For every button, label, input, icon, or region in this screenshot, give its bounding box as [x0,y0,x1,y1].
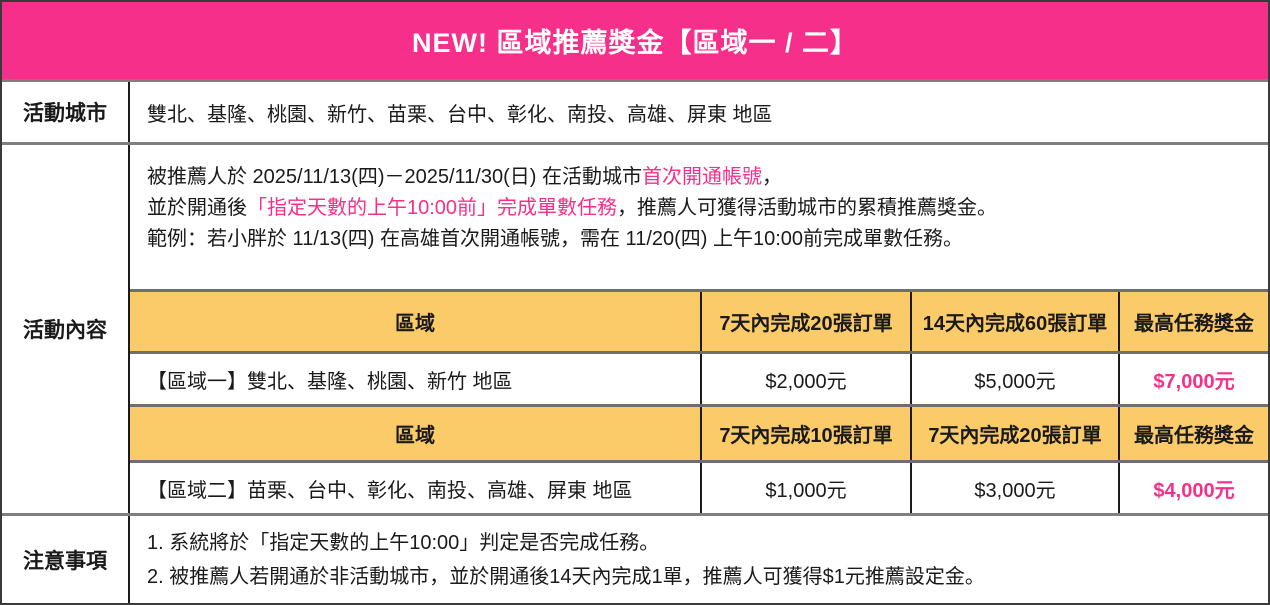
row-label-notes: 注意事項 [2,516,130,603]
cell-zone2-bonus1: $1,000元 [700,463,910,513]
row-label-cities: 活動城市 [2,82,130,142]
row-activity-content: 活動內容 被推薦人於 2025/11/13(四)－2025/11/30(日) 在… [2,142,1268,513]
cell-zone1-areas: 【區域一】雙北、基隆、桃園、新竹 地區 [147,370,513,393]
banner-title: NEW! 區域推薦獎金【區域一 / 二】 [412,28,858,58]
cell-zone1-bonus1: $2,000元 [700,354,910,404]
note-item-1: 1. 系統將於「指定天數的上午10:00」判定是否完成任務。 [147,531,660,554]
activity-line-2: 並於開通後「指定天數的上午10:00前」完成單數任務，推薦人可獲得活動城市的累積… [147,197,998,219]
highlight-first-activation: 首次開通帳號 [641,166,762,188]
header-cell-task2: 7天內完成20張訂單 [910,407,1118,460]
bonus-table-row-zone1: 【區域一】雙北、基隆、桃園、新竹 地區 $2,000元 $5,000元 $7,0… [130,351,1268,404]
header-cell-max: 最高任務獎金 [1118,407,1268,460]
header-cell-max: 最高任務獎金 [1118,292,1268,351]
header-cell-task2: 14天內完成60張訂單 [910,292,1118,351]
header-cell-task1: 7天內完成10張訂單 [700,407,910,460]
activity-line-3: 範例：若小胖於 11/13(四) 在高雄首次開通帳號，需在 11/20(四) 上… [147,228,964,250]
bonus-table: 區域 7天內完成20張訂單 14天內完成60張訂單 最高任務獎金 【區域一】雙北… [130,289,1268,513]
cell-zone2-bonus2: $3,000元 [910,463,1118,513]
notes-list: 1. 系統將於「指定天數的上午10:00」判定是否完成任務。 2. 被推薦人若開… [130,516,1268,603]
activity-line-1: 被推薦人於 2025/11/13(四)－2025/11/30(日) 在活動城市首… [147,166,782,188]
bonus-table-row-zone2: 【區域二】苗栗、台中、彰化、南投、高雄、屏東 地區 $1,000元 $3,000… [130,460,1268,513]
cell-zone1-bonus2: $5,000元 [910,354,1118,404]
cell-zone1-max: $7,000元 [1118,354,1268,404]
cities-list: 雙北、基隆、桃園、新竹、苗栗、台中、彰化、南投、高雄、屏東 地區 [147,103,773,126]
row-activity-cities: 活動城市 雙北、基隆、桃園、新竹、苗栗、台中、彰化、南投、高雄、屏東 地區 [2,79,1268,142]
header-cell-task1: 7天內完成20張訂單 [700,292,910,351]
header-cell-zone: 區域 [395,313,435,335]
bonus-table-header-zone1: 區域 7天內完成20張訂單 14天內完成60張訂單 最高任務獎金 [130,292,1268,351]
bonus-table-header-zone2: 區域 7天內完成10張訂單 7天內完成20張訂單 最高任務獎金 [130,404,1268,460]
banner: NEW! 區域推薦獎金【區域一 / 二】 [2,2,1268,79]
note-item-2: 2. 被推薦人若開通於非活動城市，並於開通後14天內完成1單，推薦人可獲得$1元… [147,565,985,588]
cell-zone2-areas: 【區域二】苗栗、台中、彰化、南投、高雄、屏東 地區 [147,479,633,502]
activity-description: 被推薦人於 2025/11/13(四)－2025/11/30(日) 在活動城市首… [130,145,1268,255]
highlight-deadline-task: 「指定天數的上午10:00前」完成單數任務 [247,197,618,219]
row-label-content: 活動內容 [2,145,130,513]
header-cell-zone: 區域 [395,425,435,447]
cell-zone2-max: $4,000元 [1118,463,1268,513]
row-notes: 注意事項 1. 系統將於「指定天數的上午10:00」判定是否完成任務。 2. 被… [2,513,1268,603]
